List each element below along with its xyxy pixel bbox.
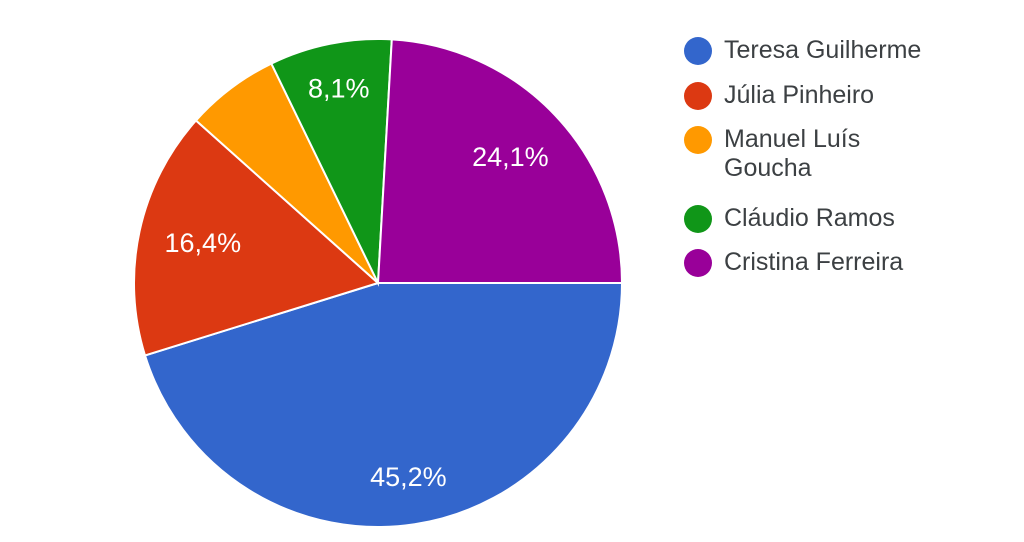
svg-text:16,4%: 16,4% [165,228,242,258]
svg-text:45,2%: 45,2% [370,462,447,492]
svg-text:24,1%: 24,1% [472,142,549,172]
svg-text:8,1%: 8,1% [308,73,370,103]
